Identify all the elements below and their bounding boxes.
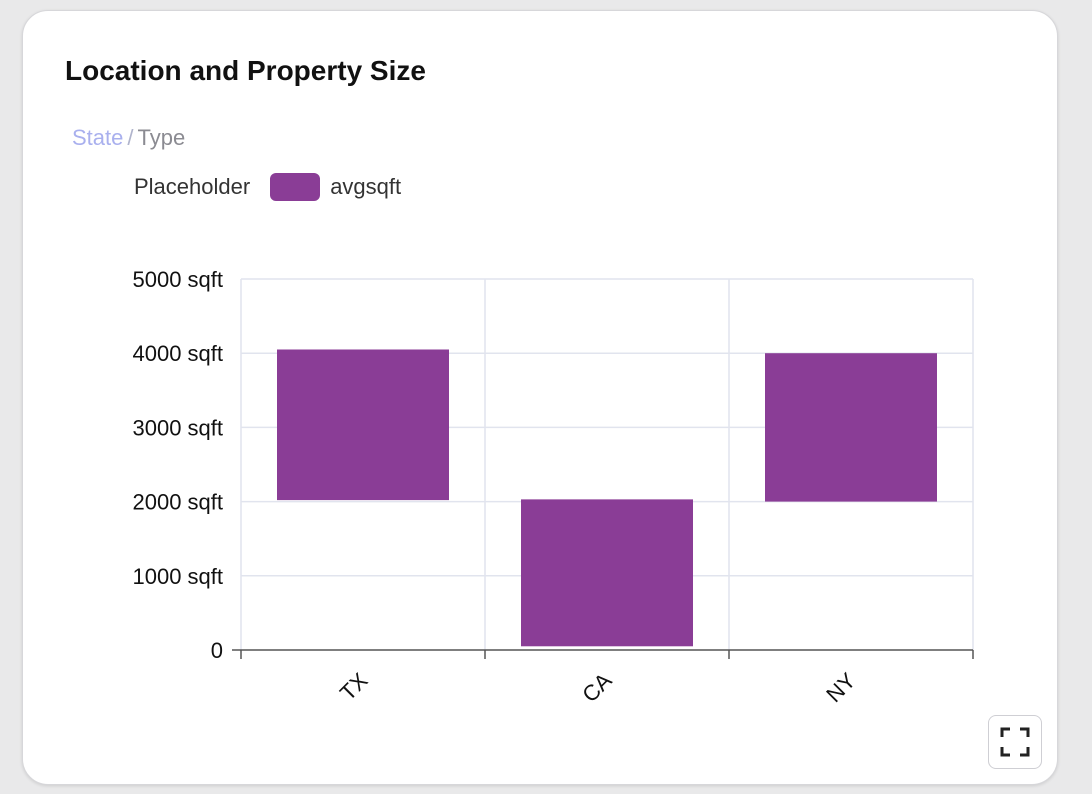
y-tick-label: 2000 sqft — [132, 490, 223, 515]
bar-chart: 0 1000 sqft 2000 sqft 3000 sqft 4000 sqft 500… — [132, 267, 974, 708]
expand-icon — [1000, 727, 1030, 757]
breadcrumb-current-type: Type — [137, 125, 186, 150]
breadcrumb-separator: / — [127, 125, 134, 150]
chart-card: Location and Property Size State / Type Pl… — [22, 10, 1058, 785]
legend-label-avgsqft: avgsqft — [330, 174, 402, 199]
bar-ca — [521, 499, 693, 647]
bar-tx — [277, 349, 449, 501]
breadcrumb: State / Type — [72, 125, 185, 151]
y-tick-label: 5000 sqft — [132, 267, 223, 292]
chart-legend: Placeholder avgsqft — [134, 173, 401, 201]
y-tick-label: 3000 sqft — [132, 415, 223, 440]
expand-button[interactable] — [988, 715, 1042, 769]
legend-swatch-avgsqft — [270, 173, 321, 201]
x-tick-label-ny: NY — [821, 668, 861, 708]
legend-label-placeholder: Placeholder — [134, 174, 251, 199]
y-tick-label: 0 — [211, 638, 223, 663]
bar-ny — [765, 353, 937, 502]
x-tick-label-tx: TX — [335, 668, 373, 706]
x-tick-label-ca: CA — [577, 668, 617, 708]
chart-title: Location and Property Size — [65, 55, 426, 86]
breadcrumb-link-state[interactable]: State — [72, 125, 124, 150]
y-tick-label: 1000 sqft — [132, 564, 223, 589]
legend-item-placeholder[interactable]: Placeholder — [134, 173, 250, 201]
y-tick-label: 4000 sqft — [132, 341, 223, 366]
legend-item-avgsqft[interactable]: avgsqft — [250, 173, 401, 201]
